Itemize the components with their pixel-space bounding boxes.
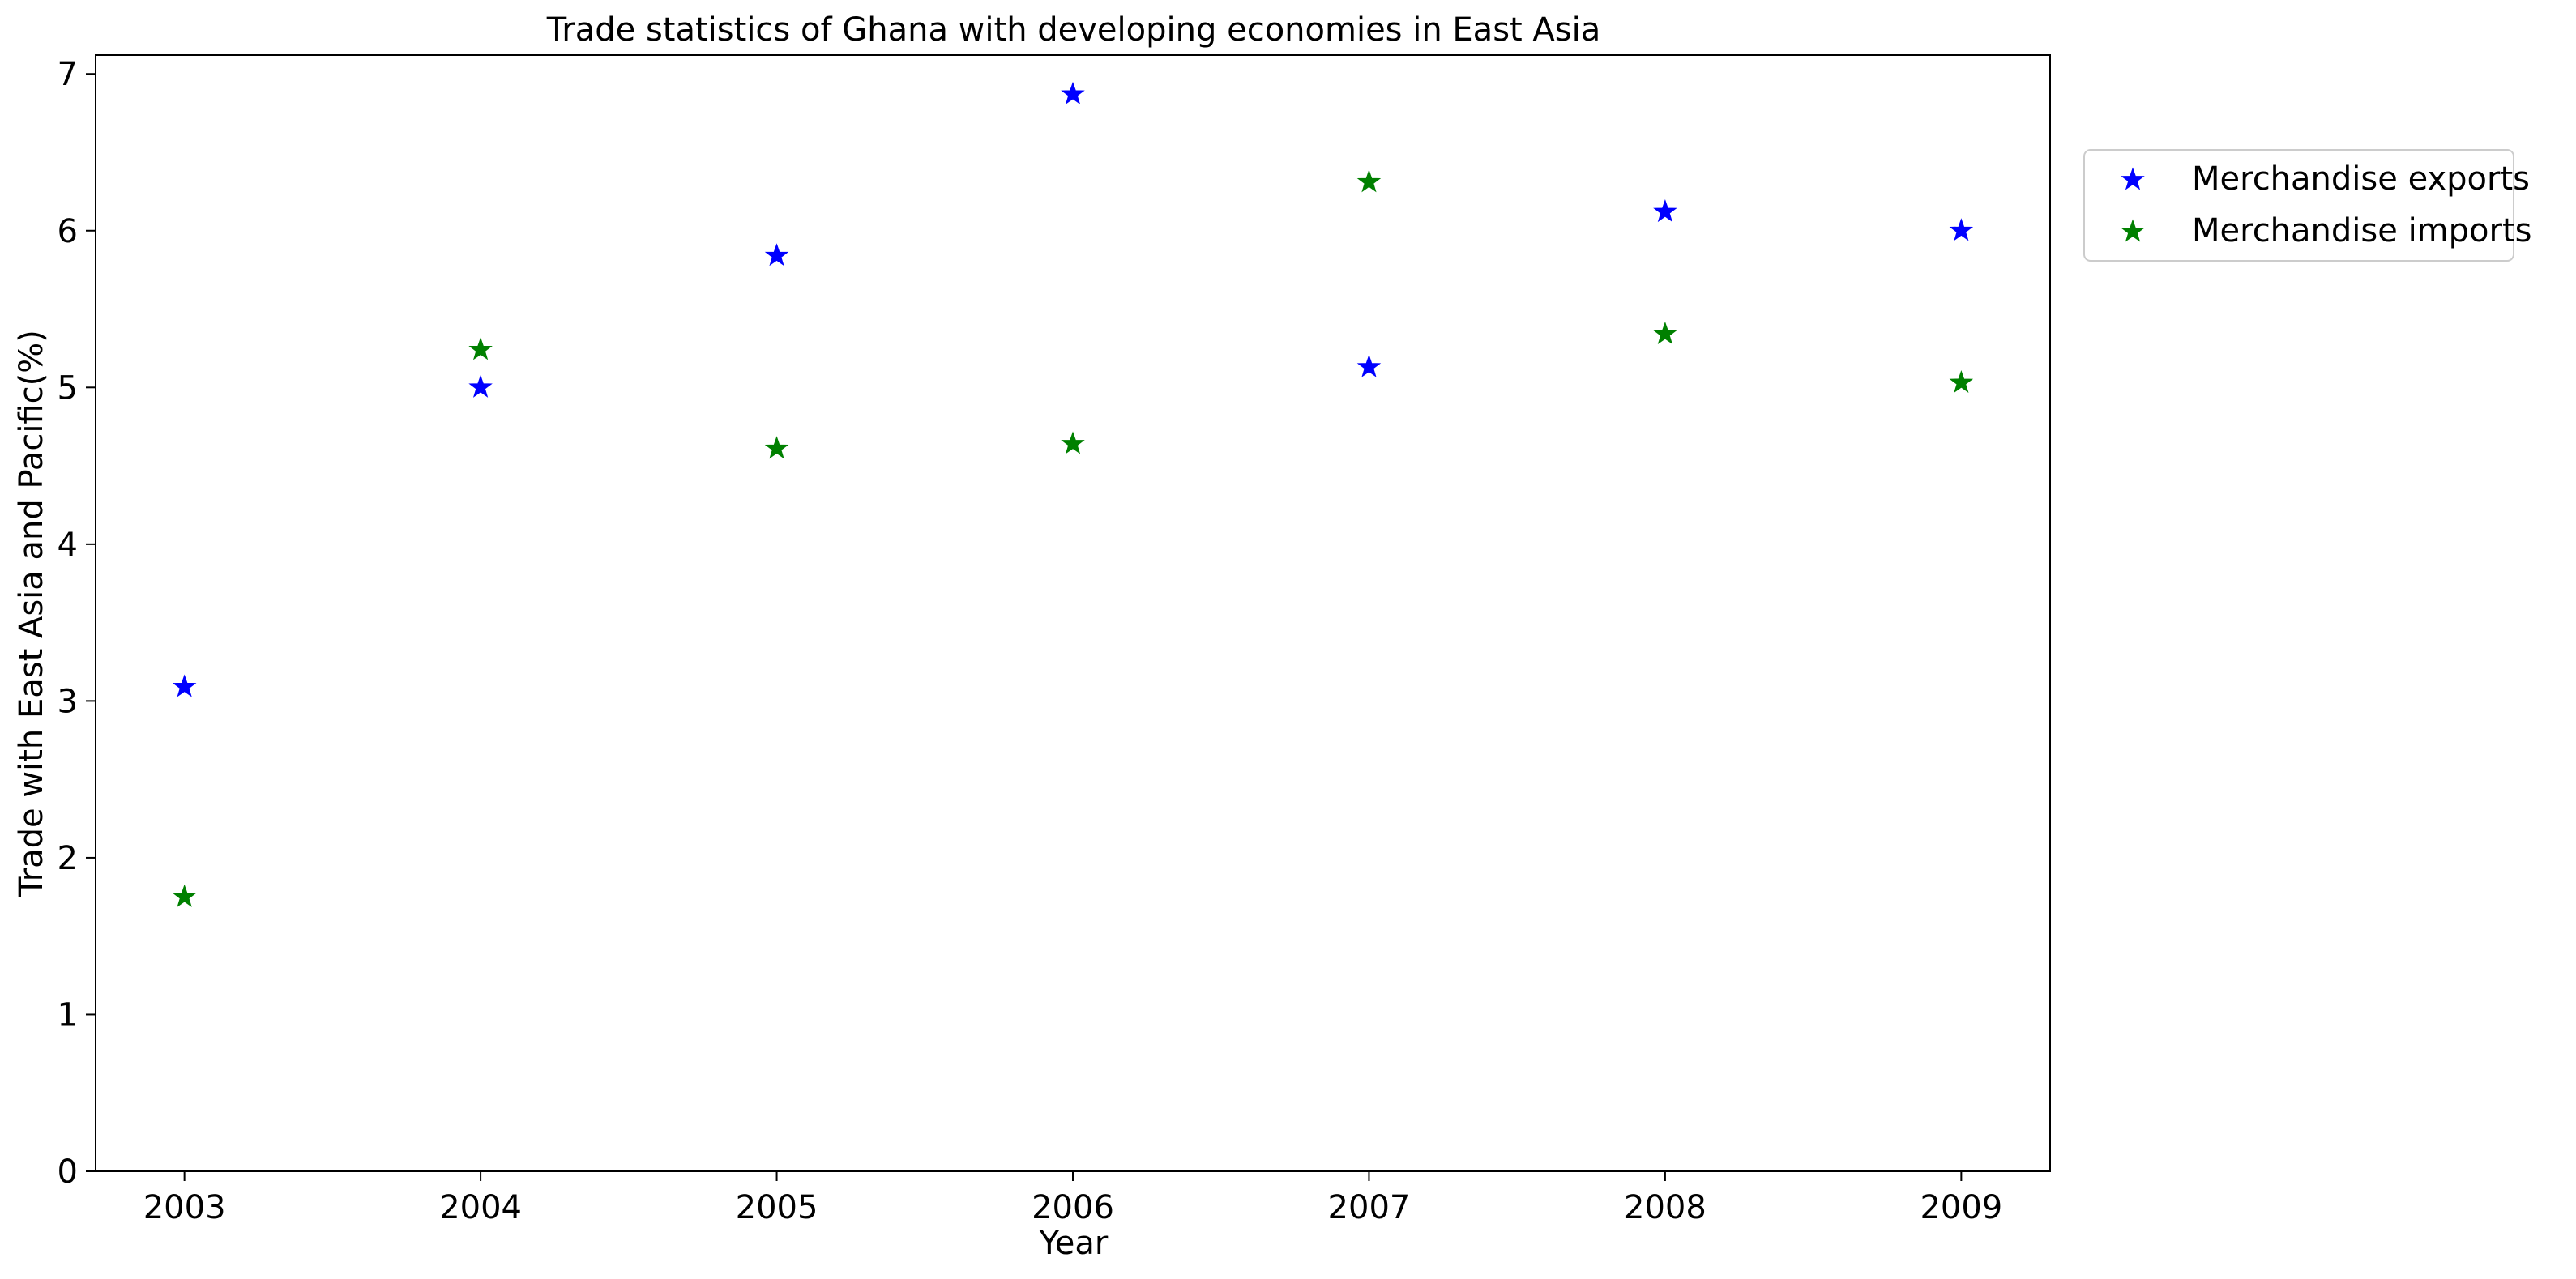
x-tick-label-2009: 2009 xyxy=(1920,1189,2002,1226)
y-tick-label-7: 7 xyxy=(58,56,78,93)
data-point-exports-2008 xyxy=(1653,199,1677,223)
data-point-exports-2009 xyxy=(1949,218,1974,241)
data-point-exports-2005 xyxy=(764,243,789,266)
x-tick-label-2003: 2003 xyxy=(143,1189,226,1226)
legend-marker-exports xyxy=(2121,167,2145,190)
data-point-imports-2005 xyxy=(764,436,789,459)
x-tick-label-2008: 2008 xyxy=(1624,1189,1707,1226)
y-tick-label-4: 4 xyxy=(58,527,78,564)
legend-label-exports: Merchandise exports xyxy=(2192,160,2530,198)
series-0 xyxy=(172,81,1974,697)
x-tick-label-2006: 2006 xyxy=(1032,1189,1114,1226)
y-tick-label-2: 2 xyxy=(58,840,78,877)
legend-star-1 xyxy=(2121,219,2145,242)
data-point-imports-2004 xyxy=(468,337,493,360)
series-points xyxy=(172,81,1974,907)
y-tick-label-3: 3 xyxy=(58,683,78,720)
data-point-exports-2003 xyxy=(172,674,197,697)
x-axis-label: Year xyxy=(1039,1225,1109,1262)
y-tick-label-1: 1 xyxy=(58,996,78,1034)
data-point-imports-2006 xyxy=(1061,431,1085,454)
legend-star-0 xyxy=(2121,167,2145,190)
legend-label-imports: Merchandise imports xyxy=(2192,212,2531,249)
series-1 xyxy=(172,169,1974,907)
legend-box xyxy=(2083,149,2514,262)
data-point-imports-2008 xyxy=(1653,321,1677,345)
y-tick-label-6: 6 xyxy=(58,213,78,250)
chart-title: Trade statistics of Ghana with developin… xyxy=(546,11,1601,49)
data-point-imports-2007 xyxy=(1356,169,1382,193)
legend-marker-imports xyxy=(2121,219,2145,242)
x-tick-label-2007: 2007 xyxy=(1328,1189,1411,1226)
data-point-imports-2009 xyxy=(1949,369,1974,394)
y-axis: 0 1 2 3 4 5 6 7 xyxy=(58,56,96,1191)
legend: Merchandise exports Merchandise imports xyxy=(2083,149,2531,262)
data-point-imports-2003 xyxy=(172,884,197,907)
x-axis: 2003 2004 2005 2006 2007 2008 2009 xyxy=(143,1171,2002,1226)
data-point-exports-2006 xyxy=(1061,81,1085,104)
y-axis-label: Trade with East Asia and Pacific(%) xyxy=(13,330,50,897)
data-point-exports-2004 xyxy=(468,374,493,398)
x-tick-label-2005: 2005 xyxy=(736,1189,818,1226)
legend-item-merchandise-imports: Merchandise imports xyxy=(2121,212,2531,249)
data-point-exports-2007 xyxy=(1356,354,1382,377)
legend-item-merchandise-exports: Merchandise exports xyxy=(2121,160,2530,198)
x-tick-label-2004: 2004 xyxy=(439,1189,522,1226)
y-tick-label-0: 0 xyxy=(58,1153,78,1191)
y-tick-label-5: 5 xyxy=(58,369,78,407)
